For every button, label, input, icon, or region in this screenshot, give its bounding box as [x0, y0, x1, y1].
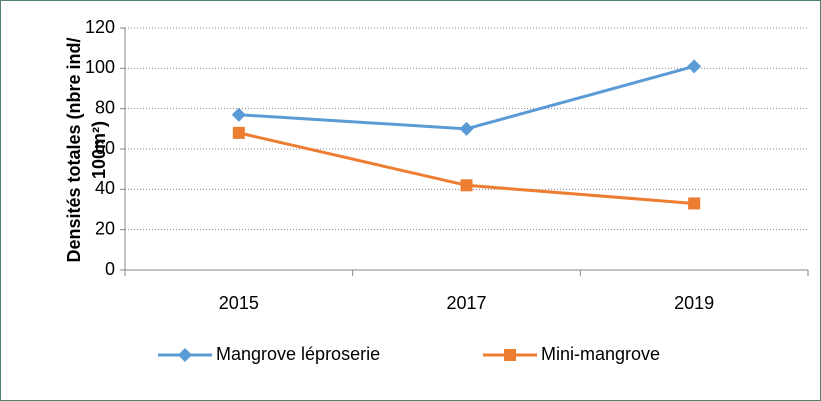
- y-axis-label: Densités totales (nbre ind/: [64, 37, 84, 262]
- x-tick-label: 2015: [219, 293, 259, 313]
- x-tick-label: 2017: [446, 293, 486, 313]
- marker: [688, 197, 701, 210]
- legend-label: Mini-mangrove: [541, 344, 660, 364]
- y-tick-label: 60: [95, 138, 115, 158]
- y-tick-label: 80: [95, 97, 115, 117]
- y-tick-label: 120: [85, 17, 115, 37]
- marker: [504, 349, 516, 361]
- marker: [687, 59, 702, 74]
- legend-label: Mangrove léproserie: [216, 344, 380, 364]
- marker: [460, 179, 473, 192]
- y-tick-label: 0: [105, 259, 115, 279]
- y-tick-label: 40: [95, 178, 115, 198]
- y-tick-label: 20: [95, 218, 115, 238]
- marker: [178, 348, 192, 362]
- y-axis-label: 100m²): [89, 121, 109, 179]
- marker: [231, 107, 246, 122]
- marker: [232, 126, 245, 139]
- y-tick-label: 100: [85, 57, 115, 77]
- x-tick-label: 2019: [674, 293, 714, 313]
- marker: [459, 121, 474, 136]
